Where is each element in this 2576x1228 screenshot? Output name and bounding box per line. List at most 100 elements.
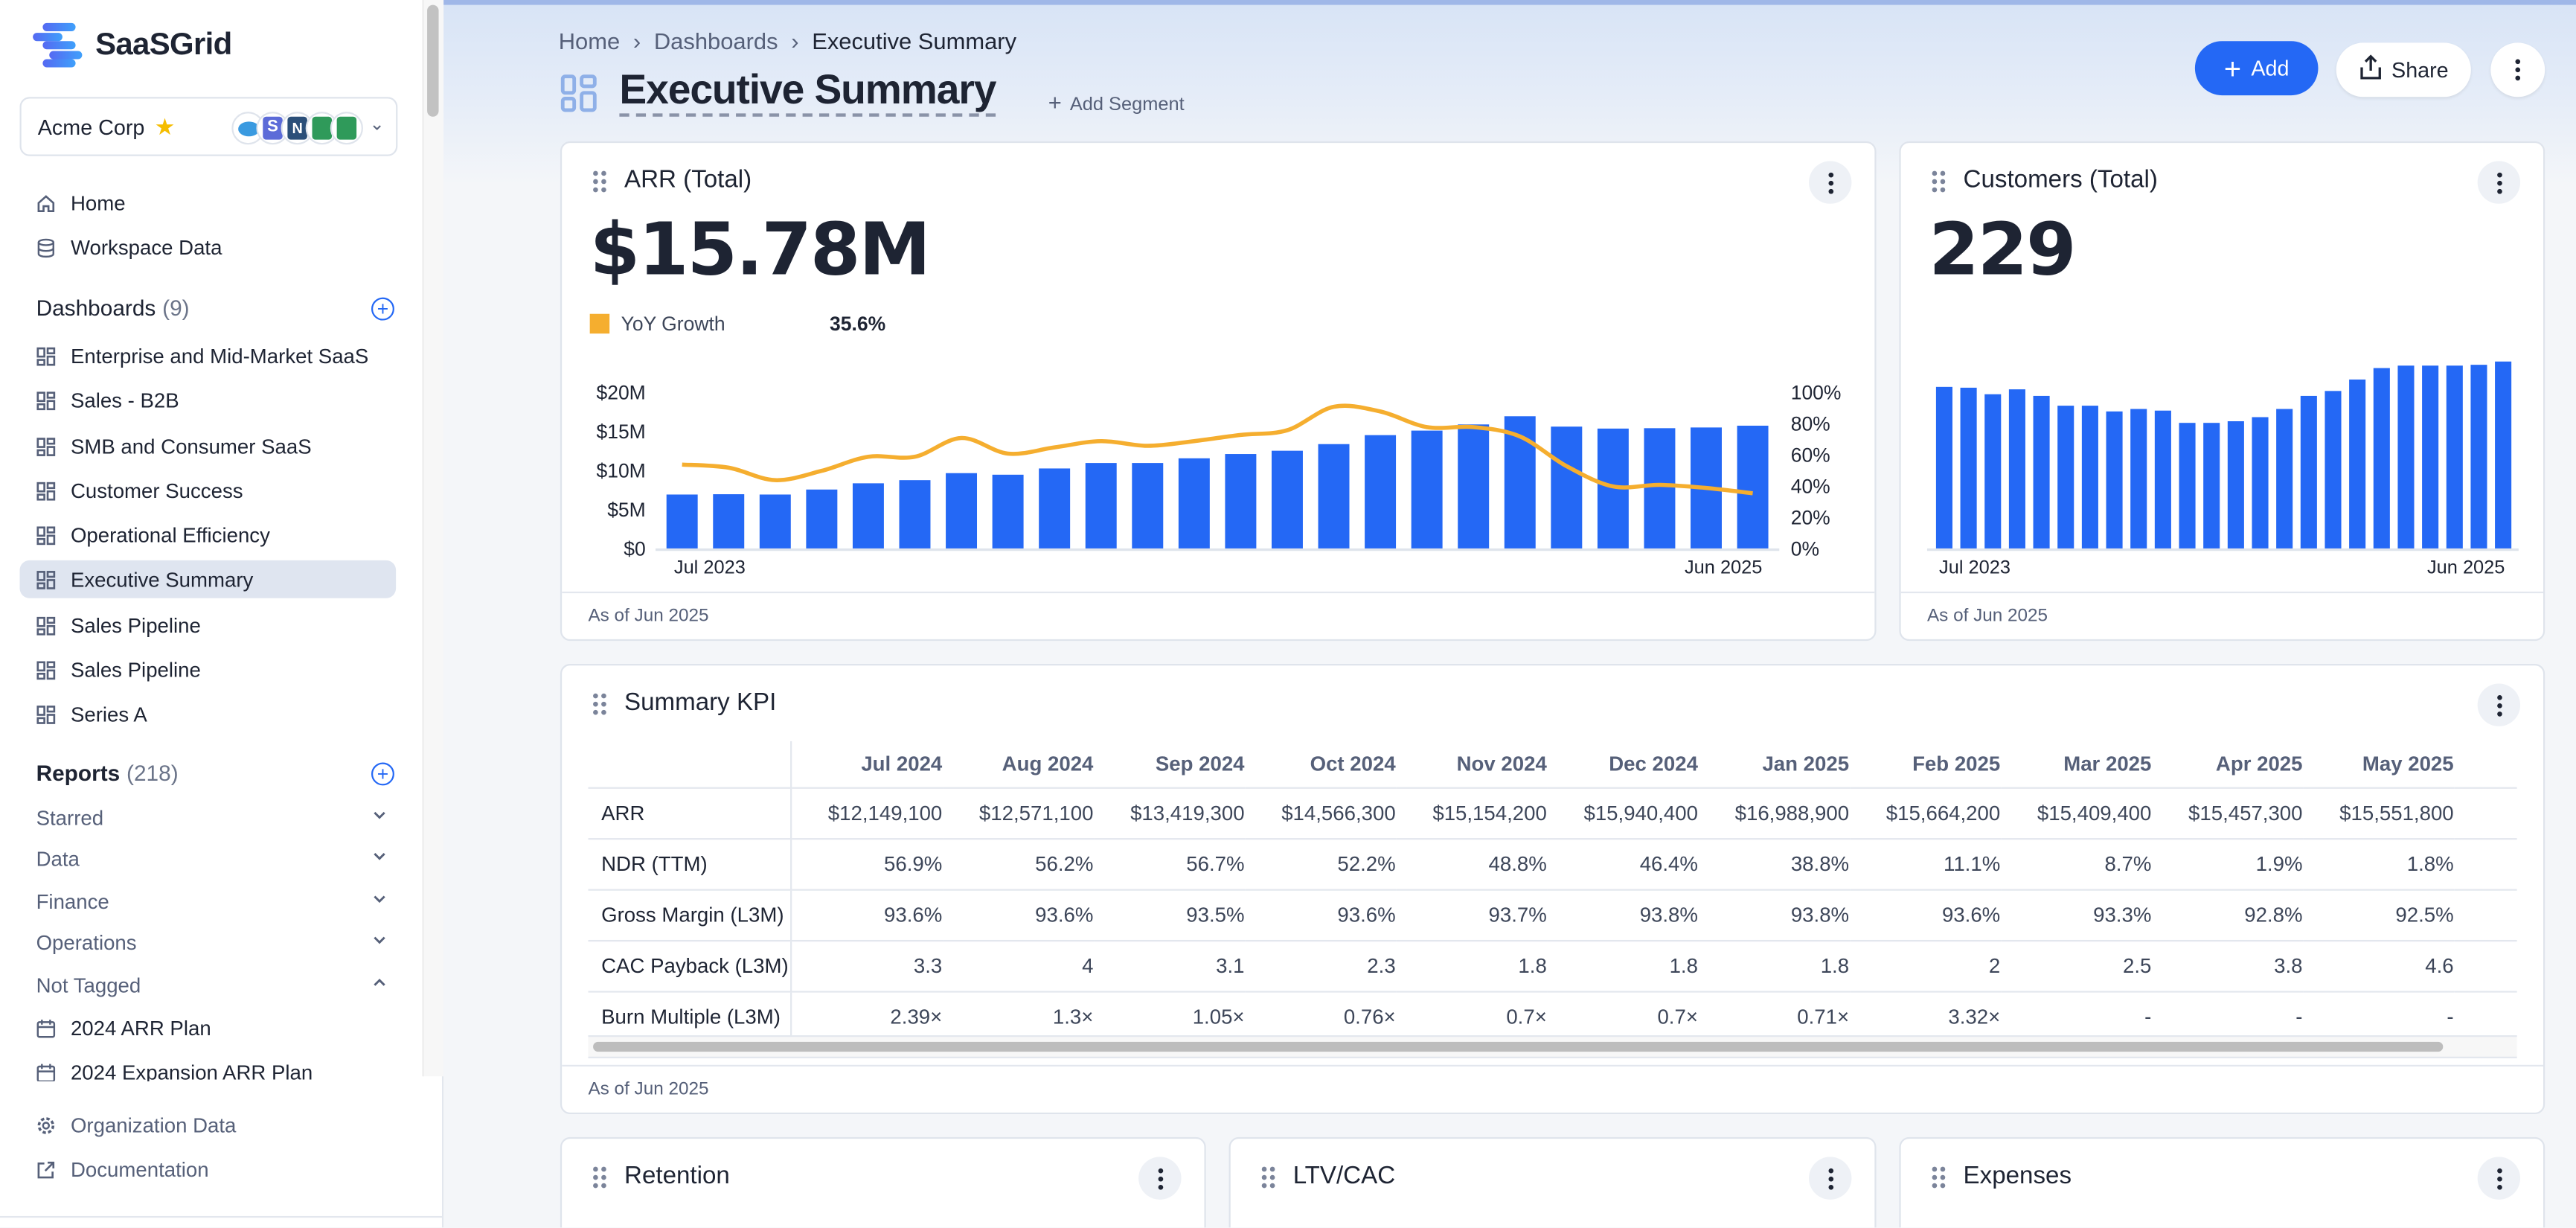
arr-bar[interactable] — [1318, 444, 1350, 549]
table-header-cell[interactable]: Dec 2024 — [1546, 741, 1698, 789]
table-horizontal-scrollbar[interactable] — [588, 1035, 2517, 1058]
customers-bar[interactable] — [2470, 365, 2487, 549]
customers-bar[interactable] — [2106, 411, 2123, 549]
arr-bar[interactable] — [1458, 424, 1490, 549]
sidebar-item-organization-data[interactable]: Organization Data — [19, 1106, 396, 1144]
arr-bar[interactable] — [992, 474, 1024, 549]
more-options-button[interactable] — [2490, 42, 2545, 97]
arr-bar[interactable] — [1225, 454, 1257, 549]
report-tag-group[interactable]: Operations — [36, 932, 388, 955]
customers-bar[interactable] — [2057, 406, 2074, 549]
sidebar-dashboard-item[interactable]: Enterprise and Mid-Market SaaS — [19, 337, 396, 375]
customers-bar[interactable] — [2300, 395, 2317, 549]
arr-bar[interactable] — [1365, 435, 1397, 549]
arr-bar[interactable] — [1178, 458, 1210, 549]
drag-handle-icon[interactable] — [593, 170, 606, 193]
arr-bar[interactable] — [1271, 450, 1303, 549]
customers-bar[interactable] — [2276, 409, 2293, 549]
brand-logo[interactable]: SaaSGrid — [33, 22, 232, 69]
drag-handle-icon[interactable] — [593, 1166, 606, 1189]
arr-bar[interactable] — [1085, 463, 1117, 549]
customers-bar[interactable] — [1960, 387, 1977, 549]
customers-bar[interactable] — [2227, 421, 2244, 549]
card-menu-button[interactable] — [1809, 161, 1852, 204]
table-header-cell[interactable]: Mar 2025 — [2000, 741, 2152, 789]
scrollbar-thumb[interactable] — [593, 1041, 2444, 1052]
table-header-cell[interactable]: Aug 2024 — [942, 741, 1094, 789]
arr-bar[interactable] — [899, 480, 931, 549]
yoy-growth-line[interactable] — [682, 403, 1753, 496]
card-menu-button[interactable] — [1809, 1157, 1852, 1200]
table-header-cell[interactable]: Oct 2024 — [1244, 741, 1396, 789]
report-tag-group[interactable]: Finance — [36, 891, 388, 914]
drag-handle-icon[interactable] — [593, 693, 606, 715]
sidebar-dashboard-item[interactable]: Sales - B2B — [19, 381, 396, 419]
share-button[interactable]: Share — [2336, 42, 2471, 97]
customers-bar[interactable] — [1935, 386, 1952, 549]
table-header-cell[interactable]: Jun 2025 — [2453, 741, 2517, 789]
add-segment-button[interactable]: + Add Segment — [1048, 89, 1185, 115]
sidebar-item-workspace-data[interactable]: Workspace Data — [19, 228, 396, 266]
arr-bar[interactable] — [1039, 468, 1071, 549]
page-title[interactable]: Executive Summary — [619, 68, 996, 117]
add-dashboard-icon[interactable]: + — [371, 296, 394, 320]
card-menu-button[interactable] — [1138, 1157, 1182, 1200]
sidebar-item-documentation[interactable]: Documentation — [19, 1151, 396, 1189]
sidebar-report-item[interactable]: 2024 ARR Plan — [19, 1009, 396, 1047]
customers-bar[interactable] — [2203, 423, 2220, 549]
breadcrumb-dashboards[interactable]: Dashboards — [653, 28, 778, 54]
sidebar-dashboard-item[interactable]: Series A — [19, 695, 396, 733]
report-tag-group[interactable]: Not Tagged — [36, 974, 388, 997]
customers-bar[interactable] — [2422, 365, 2439, 549]
arr-bar[interactable] — [666, 494, 698, 549]
sidebar-dashboard-item[interactable]: Executive Summary — [19, 560, 397, 598]
arr-bar[interactable] — [806, 489, 838, 549]
arr-bar[interactable] — [759, 494, 791, 549]
table-header-cell[interactable]: Feb 2025 — [1849, 741, 2001, 789]
table-header-cell[interactable]: May 2025 — [2302, 741, 2454, 789]
customers-bar[interactable] — [2446, 365, 2463, 549]
table-header-cell[interactable]: Sep 2024 — [1093, 741, 1245, 789]
table-header-cell[interactable]: Jul 2024 — [790, 741, 943, 789]
report-tag-group[interactable]: Data — [36, 848, 388, 871]
customers-bar[interactable] — [2033, 395, 2050, 549]
customers-bar[interactable] — [1984, 394, 2002, 549]
customers-bar[interactable] — [2252, 417, 2269, 549]
customers-bar[interactable] — [2325, 391, 2342, 549]
sidebar-dashboard-item[interactable]: Sales Pipeline — [19, 650, 396, 688]
breadcrumb-home[interactable]: Home — [558, 28, 621, 54]
sidebar-dashboard-item[interactable]: Customer Success — [19, 472, 396, 510]
arr-bar[interactable] — [1737, 425, 1769, 549]
arr-bar[interactable] — [1551, 426, 1583, 549]
arr-bar[interactable] — [1644, 428, 1676, 549]
card-menu-button[interactable] — [2477, 683, 2521, 726]
arr-bar[interactable] — [1132, 463, 1164, 549]
table-header-cell[interactable]: Jan 2025 — [1697, 741, 1850, 789]
card-menu-button[interactable] — [2477, 1157, 2521, 1200]
sidebar-scrollbar[interactable] — [422, 0, 444, 1077]
customers-bar[interactable] — [2081, 406, 2098, 549]
sidebar-item-home[interactable]: Home — [19, 184, 396, 222]
sidebar-dashboard-item[interactable]: SMB and Consumer SaaS — [19, 427, 396, 465]
customers-bar[interactable] — [2179, 423, 2196, 549]
arr-bar[interactable] — [713, 494, 745, 549]
report-tag-group[interactable]: Starred — [36, 807, 388, 830]
star-icon[interactable]: ★ — [154, 112, 176, 139]
table-header-cell[interactable]: Nov 2024 — [1395, 741, 1547, 789]
card-menu-button[interactable] — [2477, 161, 2521, 204]
arr-bar[interactable] — [946, 473, 978, 549]
table-header-cell[interactable]: Apr 2025 — [2151, 741, 2303, 789]
drag-handle-icon[interactable] — [1932, 1166, 1946, 1189]
customers-bar[interactable] — [2130, 409, 2147, 549]
customers-bar[interactable] — [2154, 410, 2171, 549]
sidebar-dashboard-item[interactable]: Sales Pipeline — [19, 607, 396, 645]
drag-handle-icon[interactable] — [1932, 170, 1946, 193]
customers-bar[interactable] — [2397, 365, 2415, 549]
customers-bar[interactable] — [2373, 368, 2390, 549]
drag-handle-icon[interactable] — [1261, 1166, 1275, 1189]
scrollbar-thumb[interactable] — [427, 4, 439, 117]
arr-bar[interactable] — [1411, 430, 1443, 549]
arr-bar[interactable] — [852, 483, 884, 549]
org-selector[interactable]: Acme Corp ★ S N ⌄ — [19, 97, 398, 156]
sidebar-report-item[interactable]: 2024 Expansion ARR Plan — [19, 1053, 396, 1091]
